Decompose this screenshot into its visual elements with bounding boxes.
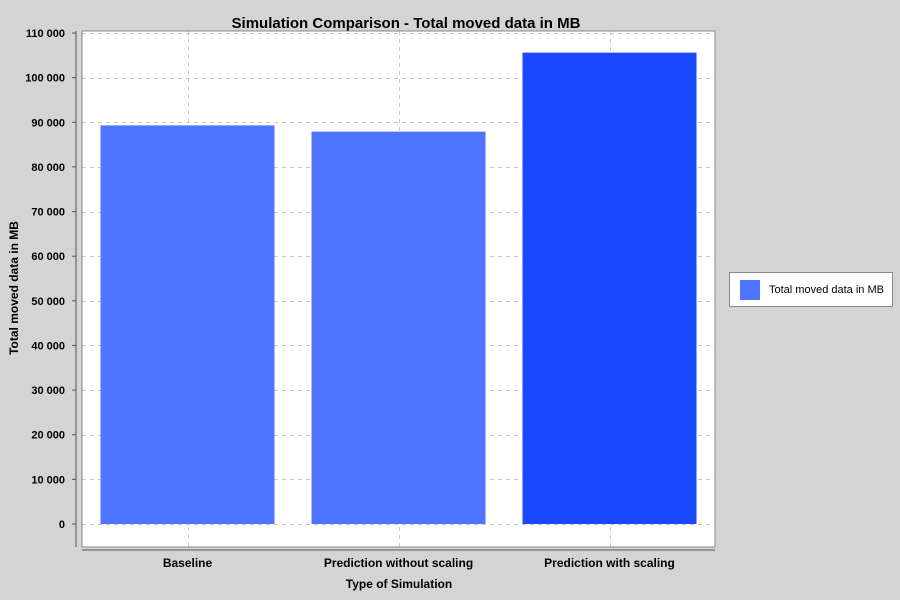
x-axis-ticks: Baseline Prediction without scaling Predic… — [163, 556, 675, 570]
plot-border — [81, 30, 716, 548]
bars — [100, 52, 697, 524]
chart-title: Simulation Comparison - Total moved data… — [232, 15, 581, 32]
y-axis-label: Total moved data in MB — [7, 221, 21, 355]
y-tick-label: 70 000 — [31, 207, 65, 219]
y-tick-label: 0 — [59, 519, 65, 531]
x-tick-label: Baseline — [163, 556, 213, 570]
bar — [100, 125, 275, 524]
y-axis-ticks: 0 10 000 20 000 30 000 40 000 50 000 60 000 70 … — [25, 28, 76, 531]
bar — [522, 52, 697, 524]
y-tick-label: 100 000 — [25, 73, 65, 85]
x-tick-label: Prediction with scaling — [544, 556, 675, 570]
legend: Total moved data in MB — [729, 272, 893, 307]
legend-label: Total moved data in MB — [769, 283, 884, 296]
y-tick-label: 110 000 — [26, 28, 65, 40]
bar — [311, 131, 486, 524]
y-tick-label: 90 000 — [31, 117, 65, 129]
y-tick-label: 30 000 — [31, 385, 65, 397]
y-tick-label: 80 000 — [31, 162, 65, 174]
x-tick-label: Prediction without scaling — [324, 556, 473, 570]
x-axis-label: Type of Simulation — [346, 577, 452, 591]
y-tick-label: 10 000 — [31, 474, 65, 486]
y-tick-label: 40 000 — [31, 340, 65, 352]
y-tick-label: 50 000 — [31, 296, 65, 308]
y-tick-label: 60 000 — [31, 251, 65, 263]
y-tick-label: 20 000 — [31, 430, 65, 442]
legend-swatch — [740, 279, 760, 300]
